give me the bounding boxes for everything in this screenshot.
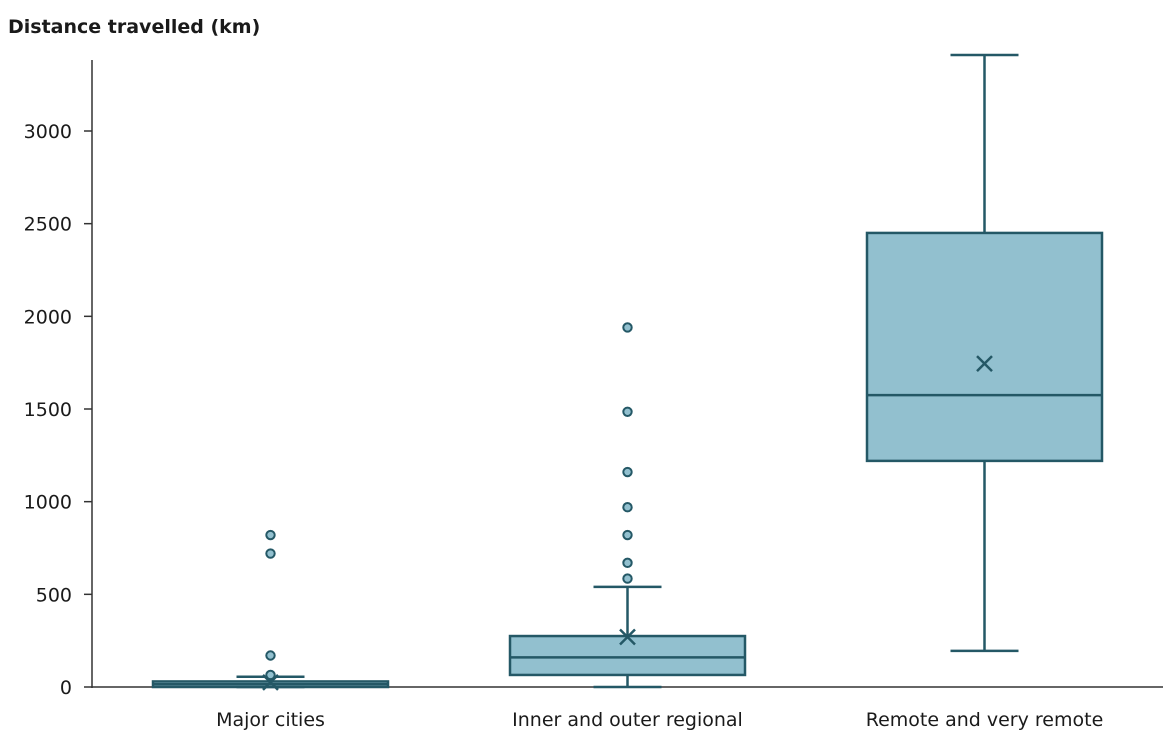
box-group <box>508 322 747 689</box>
outlier-point <box>265 669 276 681</box>
outlier-point <box>265 650 276 661</box>
mean-marker <box>262 673 279 691</box>
mean-marker <box>976 355 993 372</box>
outlier-point <box>622 406 633 417</box>
y-tick-label: 3000 <box>24 121 72 143</box>
x-axis-categories: Major cities Inner and outer regional Remo… <box>216 709 1103 731</box>
y-tick-label: 500 <box>36 584 72 606</box>
iqr-box <box>865 231 1104 463</box>
x-category-label: Inner and outer regional <box>512 709 743 731</box>
boxes <box>151 53 1104 691</box>
outlier-point <box>265 548 276 559</box>
box-group <box>151 529 390 691</box>
mean-marker <box>619 628 636 646</box>
y-tick-label: 1000 <box>24 492 72 514</box>
y-axis-ticks: 0 500 1000 1500 2000 2500 3000 <box>24 121 92 699</box>
y-tick-label: 0 <box>60 677 72 699</box>
chart-title: Distance travelled (km) <box>8 16 261 38</box>
x-category-label: Major cities <box>216 709 325 731</box>
y-tick-label: 2500 <box>24 214 72 236</box>
outlier-point <box>622 502 633 513</box>
outlier-point <box>622 557 633 569</box>
outlier-point <box>622 322 633 333</box>
outlier-point <box>622 573 633 584</box>
box-group <box>865 53 1104 653</box>
iqr-box <box>508 634 747 677</box>
y-tick-label: 1500 <box>24 399 72 421</box>
y-tick-label: 2000 <box>24 306 72 328</box>
outlier-point <box>265 529 276 541</box>
outlier-point <box>622 529 633 541</box>
x-category-label: Remote and very remote <box>866 709 1104 731</box>
outlier-point <box>622 466 633 478</box>
